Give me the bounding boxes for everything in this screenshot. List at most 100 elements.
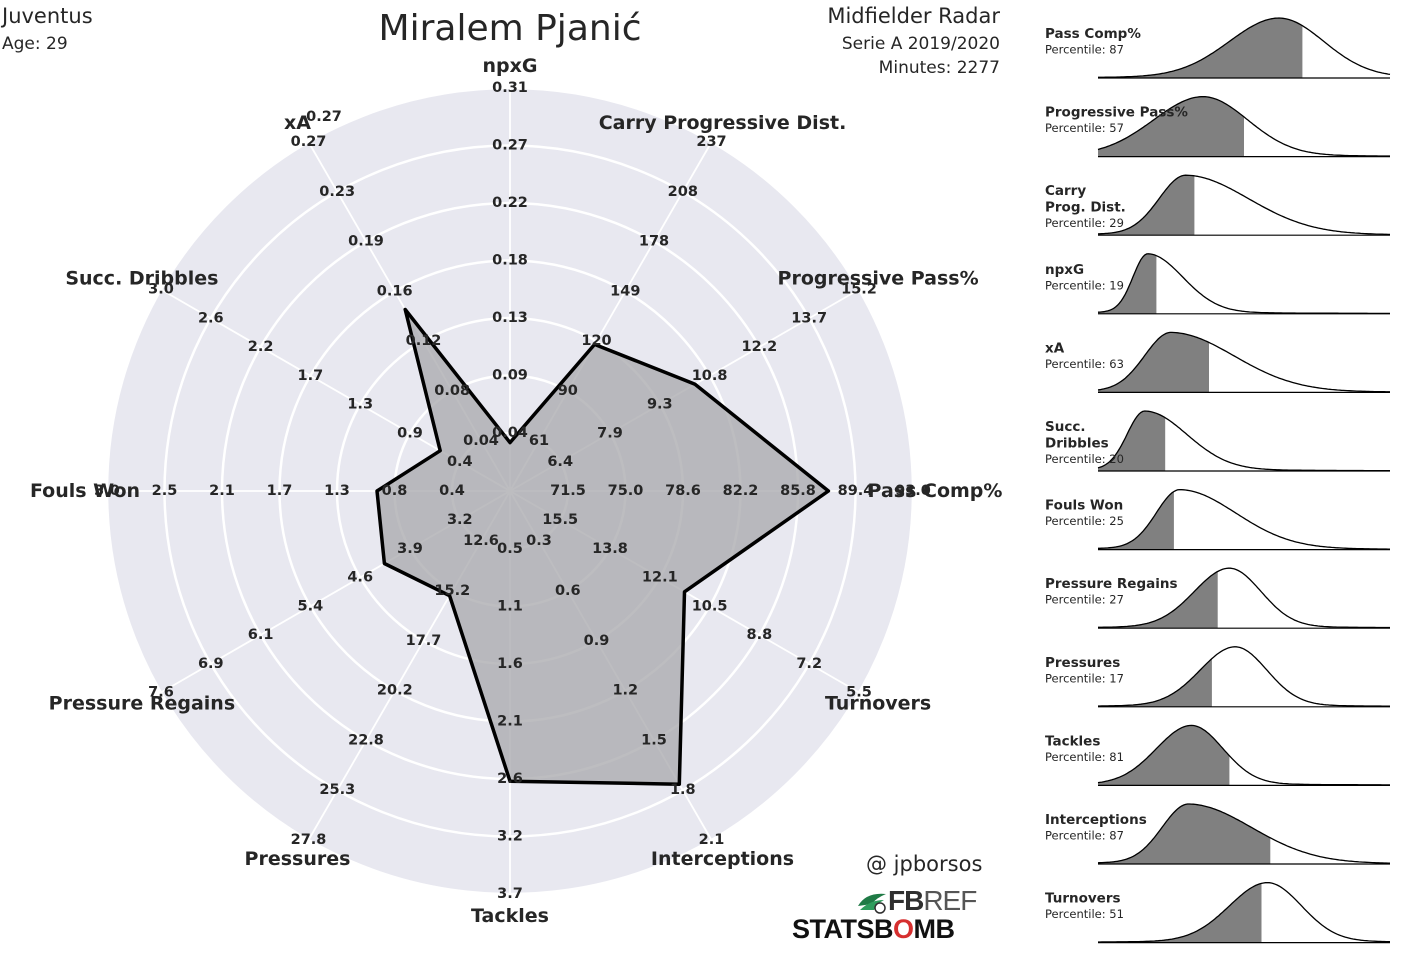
radar-tick-label: 12.1: [642, 570, 678, 586]
distribution-percentile: Percentile: 25: [1045, 514, 1124, 528]
radar-tick-label: 2.5: [152, 483, 178, 499]
distribution-percentile: Percentile: 87: [1045, 829, 1124, 843]
radar-tick-label: 25.3: [319, 782, 355, 798]
radar-tick-label: 0.9: [397, 425, 423, 441]
radar-tick-label: 71.5: [550, 483, 586, 499]
minutes-label: Minutes: 2277: [878, 58, 1000, 78]
radar-tick-label: 7.9: [597, 425, 623, 441]
fbref-logo: FB REF: [856, 885, 977, 916]
distribution-percentile: Percentile: 27: [1045, 593, 1124, 607]
player-value-polygon: [375, 307, 831, 786]
radar-tick-label: 0.23: [319, 184, 355, 200]
distribution-curve: [1098, 17, 1391, 78]
distribution-percentile: Percentile: 81: [1045, 750, 1124, 764]
distribution-percentile: Percentile: 29: [1045, 216, 1124, 230]
fbref-ball-icon: [858, 893, 886, 914]
radar-tick-label: 3.2: [447, 512, 473, 528]
radar-tick-label: 10.5: [692, 598, 728, 614]
distribution-curve: [1097, 724, 1390, 786]
radar-tick-label: 0.19: [348, 234, 384, 250]
radar-tick-label: 82.2: [723, 483, 759, 499]
radar-tick-label: 2.1: [699, 832, 725, 848]
radar-tick-label: 0.6: [555, 583, 581, 599]
statsbomb-logo-o: O: [893, 914, 914, 944]
radar-tick-label: 85.8: [780, 483, 816, 499]
radar-tick-label: 5.5: [846, 685, 872, 701]
radar-tick-label: 0.3: [526, 533, 552, 549]
distribution-percentile: Percentile: 63: [1045, 357, 1124, 371]
radar-tick-label: 27.8: [291, 832, 327, 848]
radar-tick-label: 8.8: [747, 627, 773, 643]
radar-tick-label: 4.6: [347, 570, 373, 586]
radar-tick-label: 2.1: [209, 483, 235, 499]
radar-tick-label: 15.2: [841, 282, 877, 298]
radar-tick-label: 3.0: [94, 483, 120, 499]
radar-tick-label: 0.13: [492, 310, 528, 326]
radar-tick-label: 15.2: [434, 583, 470, 599]
radar-chart: 0.04 0.09 0.13 0.18 0.22 0.27 0.31 61 90 120 149 17…: [30, 55, 1003, 927]
radar-tick-label: 10.8: [692, 368, 728, 384]
competition-label: Serie A 2019/2020: [841, 34, 1000, 54]
radar-tick-label: 20.2: [377, 683, 413, 699]
distribution-fill: [1098, 96, 1244, 157]
distribution-percentile: Percentile: 20: [1045, 452, 1124, 466]
author-handle: @ jpborsos: [866, 852, 983, 876]
radar-tick-label: 17.7: [406, 633, 442, 649]
radar-tick-label: 12.2: [742, 339, 778, 355]
radar-tick-label: 0.27: [492, 138, 528, 154]
radar-tick-label: 5.4: [298, 598, 324, 614]
radar-axis-label: Turnovers: [825, 693, 931, 715]
distribution-curve: [1097, 803, 1390, 864]
radar-tick-label: 0.4: [447, 454, 473, 470]
distribution-percentile: Percentile: 51: [1045, 907, 1124, 921]
radar-title: Midfielder Radar: [827, 4, 1000, 28]
radar-tick-label: 7.6: [148, 685, 174, 701]
radar-tick-label: 2.2: [248, 339, 274, 355]
distribution-label: Pass Comp%: [1045, 26, 1141, 42]
distribution-curve: [1098, 488, 1390, 550]
radar-axis-label: Pressures: [245, 848, 351, 870]
radar-tick-label: 2.6: [198, 310, 224, 326]
distribution-panel: Pass Comp%Percentile: 87: [1045, 17, 1391, 79]
radar-tick-label: 15.5: [542, 512, 578, 528]
player-age: Age: 29: [2, 34, 68, 54]
distribution-curve: [1097, 95, 1390, 157]
distribution-label: Pressures: [1045, 655, 1120, 671]
radar-tick-label: 3.9: [397, 541, 423, 557]
distribution-label: Dribbles: [1045, 436, 1109, 452]
radar-axis-label: Interceptions: [651, 848, 794, 870]
distribution-curve: [1098, 646, 1390, 707]
distribution-label: Pressure Regains: [1045, 576, 1178, 592]
radar-tick-label: 0.5: [497, 541, 523, 557]
distribution-label: Interceptions: [1045, 812, 1147, 828]
radar-tick-label: 90: [558, 383, 578, 399]
fbref-logo-bold: FB: [888, 885, 924, 916]
distribution-curve: [1097, 174, 1390, 236]
radar-tick-label: 1.3: [347, 397, 373, 413]
distribution-label: Progressive Pass%: [1045, 105, 1188, 121]
distribution-fill: [1098, 491, 1174, 550]
radar-tick-label: 89.4: [838, 483, 874, 499]
radar-axis-label: Succ. Dribbles: [65, 268, 218, 290]
radar-tick-label: 6.1: [248, 627, 274, 643]
radar-tick-label: 1.2: [612, 683, 638, 699]
radar-tick-label: 149: [610, 283, 640, 299]
radar-tick-label: 6.4: [547, 454, 573, 470]
radar-tick-label: 0.9: [584, 633, 610, 649]
club-name: Juventus: [2, 4, 93, 28]
distribution-percentile: Percentile: 57: [1045, 121, 1124, 135]
radar-extra-tick-label: 0.27: [306, 109, 342, 125]
distribution-fill: [1098, 883, 1262, 943]
radar-tick-label: 9.3: [647, 397, 673, 413]
distribution-label: Tackles: [1045, 733, 1100, 749]
distribution-label: Turnovers: [1045, 891, 1121, 907]
radar-tick-label: 0.27: [291, 134, 327, 150]
radar-tick-label: 0.31: [492, 80, 528, 96]
